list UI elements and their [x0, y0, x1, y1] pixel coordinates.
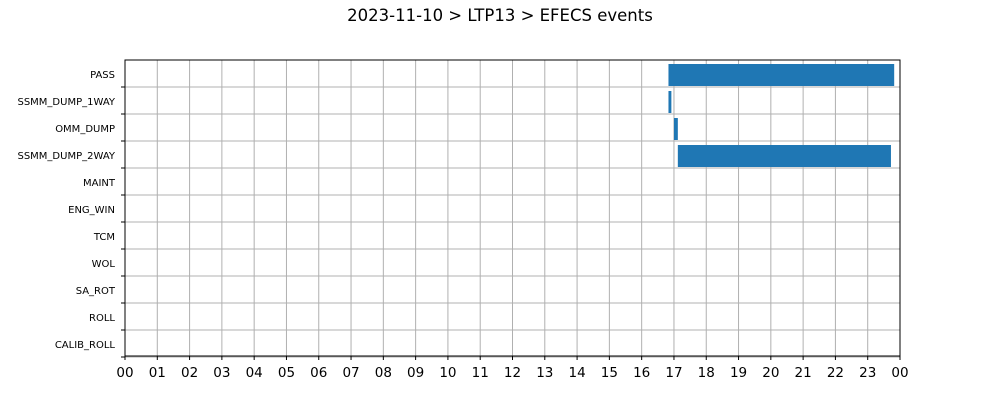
x-tick-label: 02	[181, 365, 198, 381]
event-bar	[677, 145, 891, 167]
y-tick-label: SSMM_DUMP_2WAY	[17, 151, 115, 162]
y-tick-label: WOL	[92, 259, 116, 270]
x-tick-label: 05	[278, 365, 295, 381]
y-tick-label: TCM	[93, 232, 115, 243]
x-tick-label: 19	[730, 365, 747, 381]
x-tick-label: 17	[665, 365, 682, 381]
event-bar	[673, 118, 678, 140]
x-tick-label: 03	[213, 365, 230, 381]
x-tick-label: 08	[375, 365, 392, 381]
chart-title: 2023-11-10 > LTP13 > EFECS events	[347, 6, 653, 25]
x-tick-label: 14	[568, 365, 585, 381]
y-tick-label: OMM_DUMP	[55, 124, 115, 135]
x-tick-label: 11	[472, 365, 489, 381]
x-tick-label: 04	[246, 365, 263, 381]
y-tick-label: MAINT	[83, 178, 116, 189]
x-tick-label: 21	[795, 365, 812, 381]
x-tick-label: 16	[633, 365, 650, 381]
x-tick-label: 23	[859, 365, 876, 381]
x-tick-label: 10	[439, 365, 456, 381]
y-tick-label: ROLL	[89, 313, 115, 324]
y-tick-label: SSMM_DUMP_1WAY	[17, 97, 115, 108]
x-axis-ticks: 00 01 02 03 04 05 06 07 08 09 10 11 12 13 14 15 16 17 18 19…	[116, 356, 909, 381]
x-tick-label: 06	[310, 365, 327, 381]
y-tick-label: PASS	[90, 70, 115, 81]
x-tick-label: 00	[891, 365, 908, 381]
x-tick-label: 13	[536, 365, 553, 381]
y-tick-label: SA_ROT	[76, 286, 116, 297]
x-tick-label: 09	[407, 365, 424, 381]
event-bar	[668, 91, 672, 113]
x-tick-label: 20	[762, 365, 779, 381]
event-bar	[668, 64, 895, 86]
x-tick-label: 18	[698, 365, 715, 381]
event-bars	[668, 64, 895, 167]
x-tick-label: 00	[116, 365, 133, 381]
x-tick-label: 07	[342, 365, 359, 381]
x-tick-label: 12	[504, 365, 521, 381]
x-tick-label: 15	[601, 365, 618, 381]
y-tick-label: CALIB_ROLL	[55, 340, 116, 351]
x-tick-label: 22	[827, 365, 844, 381]
x-tick-label: 01	[149, 365, 166, 381]
y-axis-ticks: PASS SSMM_DUMP_1WAY OMM_DUMP SSMM_DUMP_2WAY…	[17, 70, 125, 358]
y-tick-label: ENG_WIN	[68, 205, 115, 216]
grid-lines	[125, 60, 900, 358]
